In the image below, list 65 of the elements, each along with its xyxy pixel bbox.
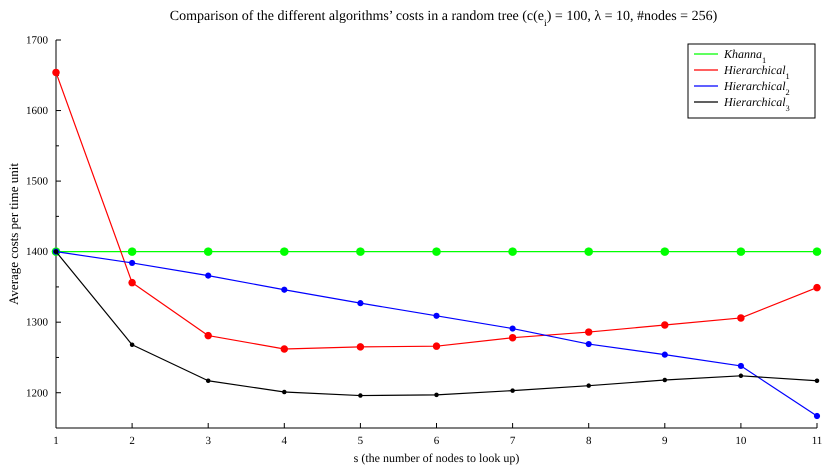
legend-label: Hierarchical$_{1}$ <box>723 63 790 80</box>
point <box>508 334 516 342</box>
point <box>128 278 136 286</box>
point <box>812 247 822 256</box>
x-tick-label: 9 <box>662 434 668 447</box>
x-tick-label: 3 <box>205 434 212 447</box>
point <box>356 343 364 351</box>
x-tick-label: 2 <box>129 434 135 447</box>
point <box>813 284 821 292</box>
point <box>736 247 746 256</box>
point <box>662 352 668 358</box>
x-tick-label: 5 <box>358 434 364 447</box>
point <box>586 383 591 388</box>
point <box>52 68 60 76</box>
x-tick-label: 8 <box>586 434 592 447</box>
point <box>434 392 439 398</box>
point <box>661 321 669 329</box>
x-tick-label: 7 <box>510 434 516 447</box>
point <box>432 247 441 256</box>
point <box>130 342 134 348</box>
point <box>738 374 744 378</box>
point <box>662 378 668 382</box>
x-axis-title: s (the number of nodes to look up) <box>354 451 520 465</box>
point <box>432 342 440 350</box>
point <box>814 412 820 420</box>
point <box>358 393 363 398</box>
point <box>280 247 289 256</box>
point <box>281 286 288 293</box>
point <box>433 312 440 319</box>
point <box>357 300 364 306</box>
x-tick-label: 4 <box>282 434 288 447</box>
point <box>206 378 210 383</box>
y-tick-label: 1300 <box>26 316 48 329</box>
y-tick-label: 1500 <box>26 176 48 188</box>
y-axis-title: Average costs per time unit <box>6 162 21 305</box>
point <box>508 247 517 256</box>
y-tick-label: 1200 <box>26 387 48 400</box>
legend-label: Hierarchical$_{2}$ <box>723 79 790 96</box>
y-tick-label: 1600 <box>26 105 48 118</box>
point <box>814 378 820 383</box>
point <box>204 332 212 340</box>
y-tick-label: 1700 <box>26 34 48 47</box>
point <box>356 247 365 256</box>
chart-title: Comparison of the different algorithms’ costs in a random tree (c(e$_{i}$) = 100, λ = 10, #nodes = 256) <box>170 9 718 28</box>
point <box>128 247 136 256</box>
point <box>129 260 136 266</box>
point <box>282 390 287 394</box>
x-tick-label: 10 <box>735 434 747 447</box>
point <box>510 325 516 332</box>
point <box>660 247 670 256</box>
x-tick-label: 6 <box>434 434 440 447</box>
x-tick-label: 1 <box>53 434 59 447</box>
point <box>737 314 745 322</box>
point <box>280 345 288 353</box>
x-tick-label: 11 <box>812 434 822 447</box>
legend-label: Hierarchical$_{3}$ <box>723 95 790 112</box>
legend-label: Khanna$_{1}$ <box>723 47 766 64</box>
point <box>584 247 593 256</box>
point <box>205 272 212 279</box>
point <box>738 362 744 370</box>
point <box>584 328 592 336</box>
point <box>204 247 212 256</box>
point <box>510 388 515 393</box>
point <box>586 340 592 348</box>
y-tick-label: 1400 <box>26 246 48 258</box>
